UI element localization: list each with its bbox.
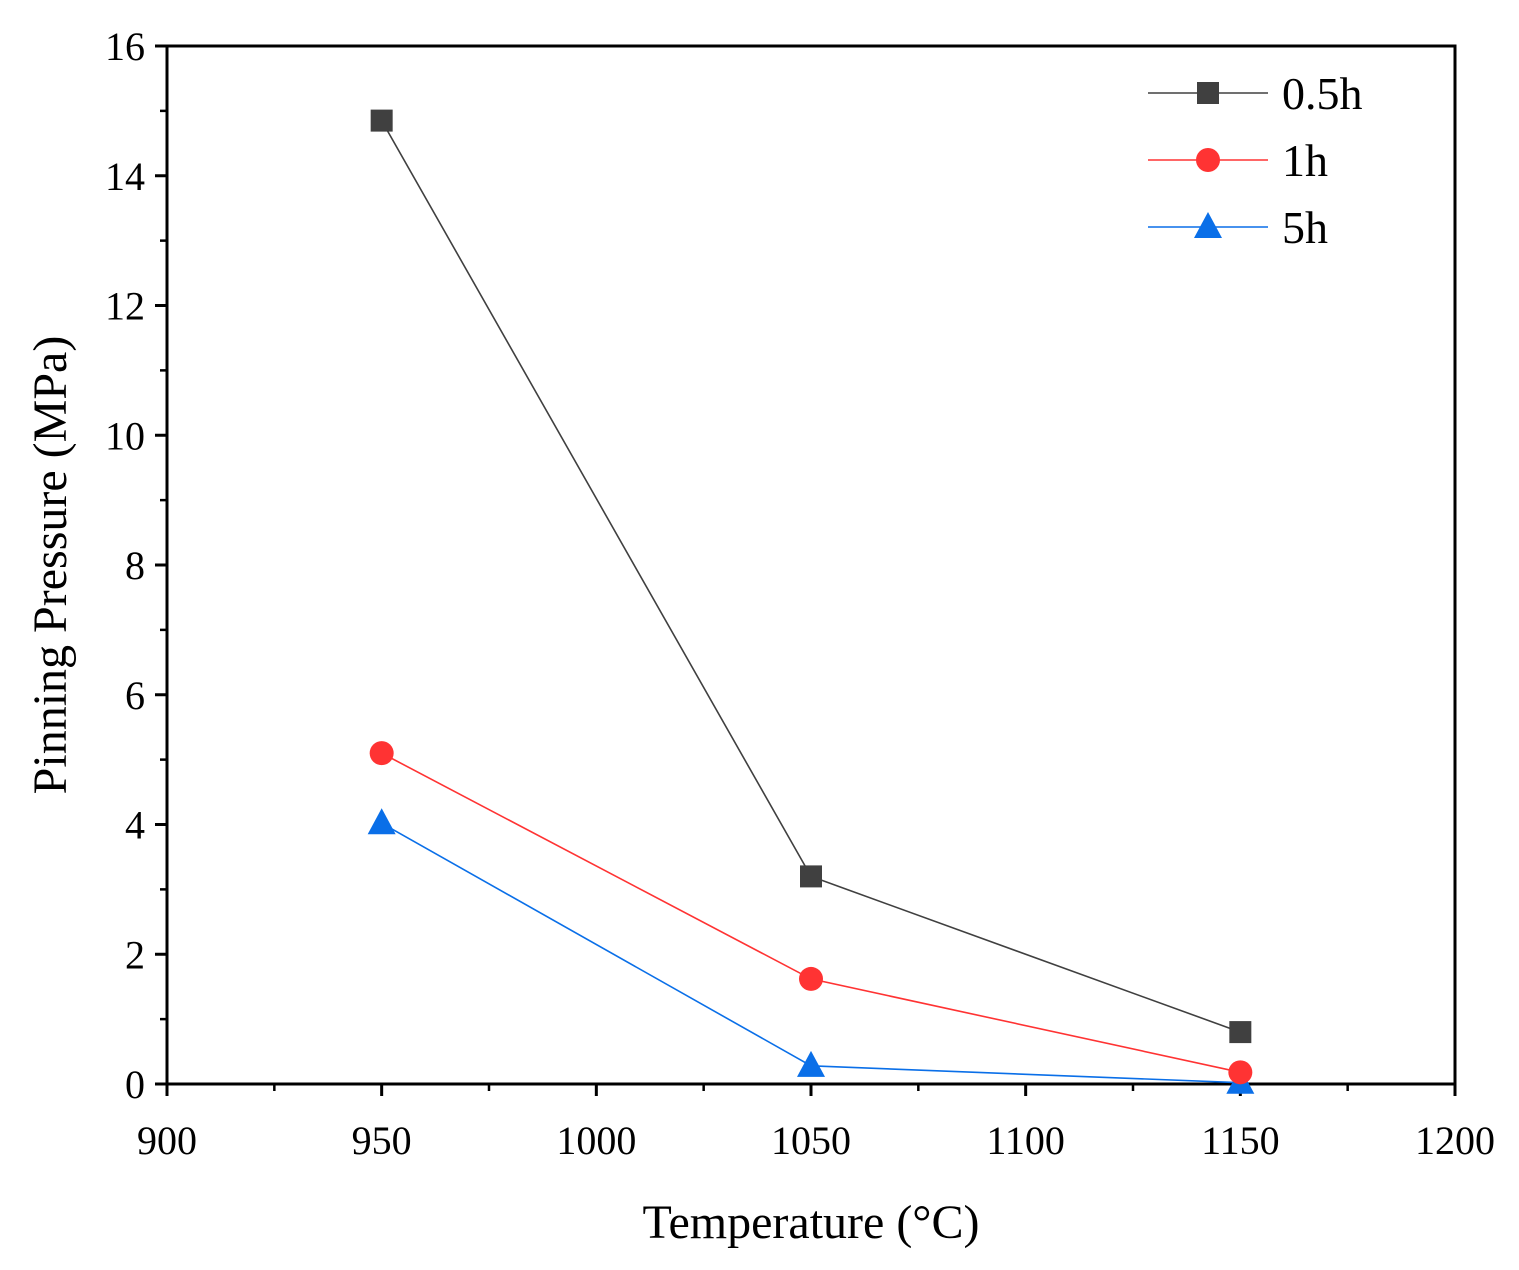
- x-tick-label: 950: [352, 1118, 412, 1163]
- data-point-5h: [367, 808, 396, 835]
- y-tick-label: 10: [105, 413, 145, 458]
- y-tick-label: 8: [125, 543, 145, 588]
- legend-label-1h: 1h: [1282, 135, 1328, 186]
- data-point-1h: [1228, 1060, 1253, 1085]
- y-tick-label: 4: [125, 803, 145, 848]
- y-tick-label: 2: [125, 932, 145, 977]
- y-tick-label: 6: [125, 673, 145, 718]
- series-line-1h: [381, 752, 1241, 1074]
- x-tick-label: 900: [137, 1118, 197, 1163]
- legend-label-0.5h: 0.5h: [1282, 68, 1363, 119]
- x-tick-label: 1000: [556, 1118, 636, 1163]
- data-point-0.5h: [800, 865, 822, 888]
- x-tick-label: 1050: [771, 1118, 851, 1163]
- y-axis-title: Pinning Pressure (MPa): [24, 336, 77, 795]
- data-point-0.5h: [370, 109, 393, 132]
- legend-marker-5h: [1194, 212, 1222, 238]
- data-point-1h: [369, 741, 394, 766]
- legend-label-5h: 5h: [1282, 202, 1328, 253]
- plot-frame: [165, 44, 1457, 1086]
- data-point-1h: [799, 966, 823, 991]
- y-tick-label: 0: [125, 1062, 145, 1107]
- x-tick-label: 1100: [986, 1118, 1065, 1163]
- y-tick-label: 12: [105, 284, 145, 329]
- x-axis-title: Temperature (°C): [642, 1196, 979, 1249]
- y-tick-label: 14: [105, 154, 145, 199]
- x-tick-label: 1150: [1201, 1118, 1280, 1163]
- y-axis-ticks: 0 2 4 6 8 10 12 14 16: [105, 24, 167, 1107]
- x-tick-label: 1200: [1415, 1118, 1495, 1163]
- legend-marker-1h: [1196, 148, 1220, 172]
- data-point-0.5h: [1229, 1021, 1252, 1044]
- legend: 0.5h 1h 5h: [1148, 68, 1363, 253]
- legend-marker-0.5h: [1197, 82, 1219, 104]
- series-layer: [367, 109, 1255, 1094]
- y-tick-label: 16: [105, 24, 145, 69]
- data-point-5h: [797, 1050, 825, 1077]
- x-axis-ticks: 900 950 1000 1050 1100 1150 1200: [137, 1084, 1495, 1163]
